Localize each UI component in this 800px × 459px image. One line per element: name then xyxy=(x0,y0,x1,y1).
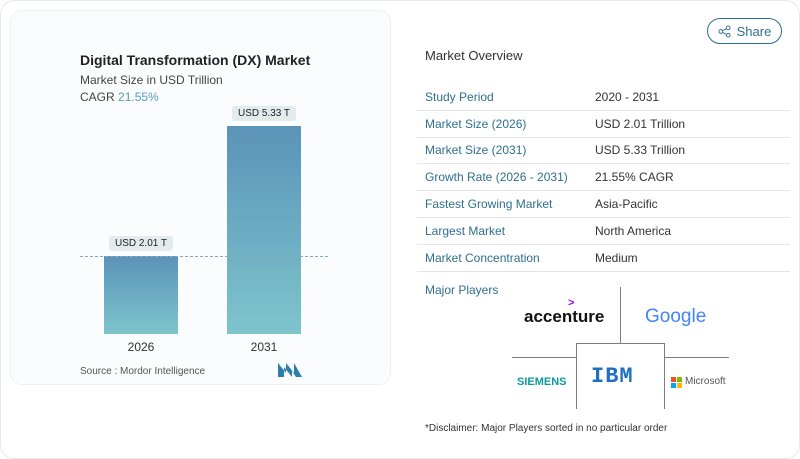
row-value: Asia-Pacific xyxy=(595,197,658,212)
google-logo: Google xyxy=(645,306,707,327)
reference-line xyxy=(80,256,328,257)
share-button[interactable]: Share xyxy=(707,18,782,44)
microsoft-logo-icon xyxy=(671,377,682,388)
overview-table: Study Period 2020 - 2031 Market Size (202… xyxy=(417,84,790,272)
divider xyxy=(665,357,729,358)
mordor-logo-icon xyxy=(278,363,302,377)
row-value: Medium xyxy=(595,250,638,265)
accenture-logo: accenture xyxy=(524,307,605,326)
bar-2031 xyxy=(227,126,301,334)
table-row: Market Concentration Medium xyxy=(417,245,790,272)
x-tick-label: 2031 xyxy=(250,340,278,354)
row-label: Growth Rate (2026 - 2031) xyxy=(425,170,568,185)
data-label: USD 2.01 T xyxy=(108,235,174,251)
table-row: Study Period 2020 - 2031 xyxy=(417,84,790,111)
table-row: Market Size (2031) USD 5.33 Trillion xyxy=(417,138,790,165)
divider xyxy=(620,287,621,344)
major-players-heading: Major Players xyxy=(425,283,499,297)
row-label: Fastest Growing Market xyxy=(425,197,553,212)
row-value: 21.55% CAGR xyxy=(595,170,674,185)
row-value: USD 5.33 Trillion xyxy=(595,143,686,158)
siemens-logo: SIEMENS xyxy=(517,376,567,388)
bar-2026 xyxy=(104,255,178,334)
table-row: Largest Market North America xyxy=(417,218,790,245)
row-value: North America xyxy=(595,223,672,238)
x-tick-label: 2026 xyxy=(127,340,155,354)
table-row: Market Size (2026) USD 2.01 Trillion xyxy=(417,111,790,138)
cagr-label: CAGR xyxy=(80,90,115,104)
data-label: USD 5.33 T xyxy=(231,106,297,122)
ibm-logo: IBM xyxy=(591,364,634,389)
row-value: USD 2.01 Trillion xyxy=(595,116,686,131)
row-label: Market Size (2026) xyxy=(425,116,527,131)
row-label: Market Size (2031) xyxy=(425,143,527,158)
overview-heading: Market Overview xyxy=(425,48,523,63)
table-row: Fastest Growing Market Asia-Pacific xyxy=(417,191,790,218)
row-label: Study Period xyxy=(425,89,494,104)
chart-title: Digital Transformation (DX) Market xyxy=(80,52,311,68)
ibm-box xyxy=(576,343,665,409)
table-row: Growth Rate (2026 - 2031) 21.55% CAGR xyxy=(417,164,790,192)
microsoft-logo: Microsoft xyxy=(685,376,726,387)
share-label: Share xyxy=(736,23,772,39)
cagr-value: 21.55% xyxy=(118,90,159,104)
divider xyxy=(512,357,576,358)
share-icon xyxy=(718,24,731,38)
chart-subtitle: Market Size in USD Trillion xyxy=(80,73,223,87)
accenture-arrow-icon: > xyxy=(568,297,575,309)
row-label: Market Concentration xyxy=(425,250,540,265)
row-label: Largest Market xyxy=(425,223,506,238)
disclaimer: *Disclaimer: Major Players sorted in no … xyxy=(425,423,668,434)
source: Source : Mordor Intelligence xyxy=(80,366,206,377)
chart-card xyxy=(10,10,391,385)
cagr: CAGR 21.55% xyxy=(80,90,159,104)
row-value: 2020 - 2031 xyxy=(595,89,660,104)
